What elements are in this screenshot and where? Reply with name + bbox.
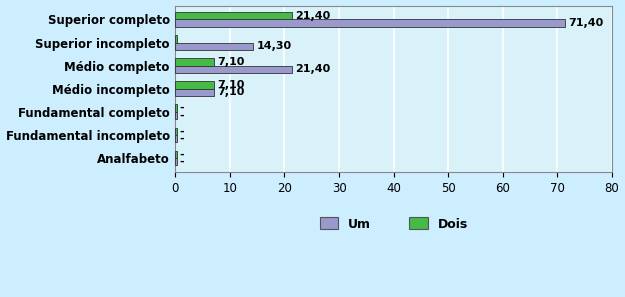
- Text: 71,40: 71,40: [568, 18, 604, 28]
- Text: 21,40: 21,40: [296, 11, 331, 21]
- Text: 21,40: 21,40: [296, 64, 331, 74]
- Bar: [175, 12, 292, 19]
- Bar: [175, 58, 214, 66]
- Text: -: -: [179, 103, 184, 113]
- Bar: [175, 158, 177, 165]
- Text: 7,10: 7,10: [217, 80, 244, 90]
- Bar: [175, 135, 177, 142]
- Text: -: -: [179, 110, 184, 121]
- Text: 14,30: 14,30: [257, 41, 292, 51]
- Bar: [175, 66, 292, 73]
- Bar: [175, 19, 565, 27]
- Bar: [175, 35, 177, 42]
- Bar: [175, 151, 177, 158]
- Bar: [175, 89, 214, 96]
- Text: -: -: [179, 149, 184, 159]
- Bar: [175, 128, 177, 135]
- Bar: [175, 112, 177, 119]
- Bar: [175, 81, 214, 89]
- Text: 7,10: 7,10: [217, 87, 244, 97]
- Text: -: -: [179, 157, 184, 167]
- Text: -: -: [179, 126, 184, 136]
- Text: 7,10: 7,10: [217, 57, 244, 67]
- Bar: [175, 105, 177, 112]
- Bar: [175, 42, 253, 50]
- Text: -: -: [179, 134, 184, 144]
- Legend: Um, Dois: Um, Dois: [314, 212, 472, 236]
